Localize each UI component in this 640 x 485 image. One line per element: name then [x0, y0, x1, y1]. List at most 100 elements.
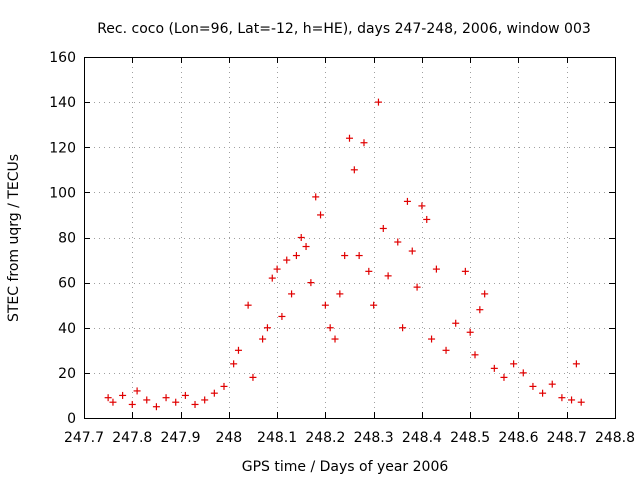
data-point — [244, 301, 252, 309]
data-point — [143, 396, 151, 404]
data-point — [191, 400, 199, 408]
x-tick-label: 248.3 — [354, 430, 394, 446]
x-tick-label: 248.1 — [257, 430, 297, 446]
data-point — [249, 373, 257, 381]
data-point — [384, 272, 392, 280]
y-tick-labels: 0 20 40 60 80 100 120 140 160 — [49, 50, 76, 427]
data-point — [162, 394, 170, 402]
x-tick-label: 248 — [215, 430, 242, 446]
y-tick-label: 160 — [49, 50, 76, 66]
data-point — [312, 193, 320, 201]
data-point — [210, 389, 218, 397]
data-point — [399, 324, 407, 332]
axis-ticks — [84, 57, 616, 419]
data-point — [471, 351, 479, 359]
data-point — [317, 211, 325, 219]
data-point — [341, 252, 349, 260]
y-tick-label: 80 — [58, 231, 76, 247]
data-point — [408, 247, 416, 255]
data-point — [500, 373, 508, 381]
data-point — [336, 290, 344, 298]
data-point — [297, 234, 305, 241]
data-points — [104, 98, 585, 411]
data-point — [133, 387, 141, 395]
data-point — [288, 290, 296, 298]
data-point — [273, 265, 281, 273]
data-point — [418, 202, 426, 210]
x-tick-label: 247.8 — [112, 430, 152, 446]
y-tick-label: 120 — [49, 140, 76, 156]
data-point — [360, 139, 368, 147]
data-point — [548, 380, 556, 388]
data-point — [346, 134, 353, 142]
data-point — [278, 312, 286, 320]
y-tick-label: 20 — [58, 366, 76, 382]
y-axis-label: STEC from uqrg / TECUs — [6, 154, 22, 322]
y-tick-label: 140 — [49, 95, 76, 111]
x-tick-label: 248.7 — [547, 430, 587, 446]
data-point — [109, 398, 117, 406]
data-point — [379, 224, 387, 232]
data-point — [370, 301, 378, 309]
x-tick-labels: 247.7 247.8 247.9 248 248.1 248.2 248.3 248.4 24… — [64, 430, 635, 446]
data-point — [476, 306, 484, 314]
x-tick-label: 248.4 — [402, 430, 442, 446]
data-point — [355, 252, 363, 260]
x-tick-label: 248.8 — [595, 430, 635, 446]
data-point — [577, 398, 585, 406]
data-point — [321, 301, 329, 309]
data-point — [519, 369, 527, 377]
data-point — [268, 274, 276, 282]
data-point — [423, 215, 431, 223]
x-tick-label: 247.7 — [64, 430, 104, 446]
data-point — [374, 98, 382, 106]
data-point — [529, 382, 537, 390]
data-point — [172, 398, 180, 406]
data-point — [283, 256, 291, 264]
data-point — [490, 364, 498, 372]
data-point — [481, 290, 489, 298]
x-tick-label: 248.2 — [305, 430, 345, 446]
data-point — [428, 335, 436, 343]
y-tick-label: 40 — [58, 321, 76, 337]
data-point — [201, 396, 209, 404]
data-point — [442, 346, 450, 354]
data-point — [568, 396, 576, 404]
x-tick-label: 248.5 — [450, 430, 490, 446]
chart-title: Rec. coco (Lon=96, Lat=-12, h=HE), days … — [97, 21, 591, 37]
data-point — [452, 319, 460, 327]
x-axis-label: GPS time / Days of year 2006 — [242, 459, 449, 475]
y-tick-label: 0 — [67, 411, 76, 427]
y-tick-label: 60 — [58, 276, 76, 292]
data-point — [307, 279, 315, 287]
data-point — [234, 346, 242, 354]
data-point — [119, 391, 127, 399]
data-point — [326, 324, 334, 332]
grid — [84, 57, 615, 418]
data-point — [365, 267, 373, 275]
data-point — [181, 391, 189, 399]
data-point — [230, 360, 238, 368]
data-point — [466, 328, 474, 336]
data-point — [220, 382, 228, 390]
data-point — [461, 267, 469, 275]
data-point — [128, 400, 136, 408]
data-point — [292, 252, 300, 260]
y-tick-label: 100 — [49, 185, 76, 201]
data-point — [539, 389, 547, 397]
data-point — [259, 335, 267, 343]
x-tick-label: 248.6 — [498, 430, 538, 446]
data-point — [403, 197, 411, 205]
data-point — [510, 360, 518, 368]
data-point — [331, 335, 339, 343]
data-point — [432, 265, 440, 273]
data-point — [394, 238, 402, 246]
data-point — [572, 360, 580, 368]
data-point — [263, 324, 271, 332]
data-point — [350, 166, 358, 174]
data-point — [413, 283, 421, 291]
data-point — [558, 394, 566, 402]
data-point — [302, 243, 310, 251]
